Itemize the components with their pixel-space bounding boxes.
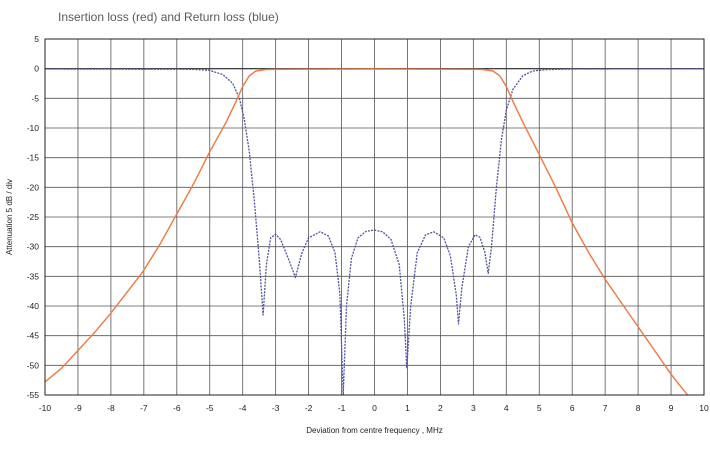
y-tick-label: -35 — [27, 271, 40, 281]
x-tick-label: -4 — [239, 403, 247, 413]
x-tick-label: 3 — [471, 403, 476, 413]
plot-frame — [44, 38, 705, 396]
y-tick-label: 0 — [34, 64, 39, 74]
x-tick-label: 8 — [636, 403, 641, 413]
y-tick-label: -45 — [27, 331, 40, 341]
x-tick-label: -9 — [74, 403, 82, 413]
return-loss-line — [44, 68, 705, 396]
y-tick-label: -20 — [27, 182, 40, 192]
x-tick-label: 0 — [372, 403, 377, 413]
insertion-loss-line — [44, 68, 689, 396]
x-tick-label: 2 — [438, 403, 443, 413]
x-tick-label: 1 — [405, 403, 410, 413]
x-tick-label: 5 — [537, 403, 542, 413]
y-tick-label: -15 — [27, 153, 40, 163]
y-tick-label: -10 — [27, 123, 40, 133]
y-tick-label: -25 — [27, 212, 40, 222]
y-tick-label: 5 — [34, 34, 39, 44]
y-tick-label: -55 — [27, 390, 40, 400]
x-tick-label: 6 — [570, 403, 575, 413]
x-tick-label: -8 — [107, 403, 115, 413]
y-tick-label: -50 — [27, 360, 40, 370]
x-tick-label: -6 — [173, 403, 181, 413]
x-tick-label: 7 — [603, 403, 608, 413]
y-tick-label: -5 — [31, 93, 39, 103]
x-tick-labels: -10 -9 -8 -7 -6 -5 -4 -3 -2 -1 0 1 2 3 4 5 6 7 8 9 10 — [39, 403, 709, 413]
x-tick-label: -3 — [272, 403, 280, 413]
x-tick-label: 9 — [669, 403, 674, 413]
y-tick-label: -30 — [27, 242, 40, 252]
series-group — [44, 68, 705, 396]
grid — [44, 38, 705, 396]
x-tick-label: 10 — [699, 403, 709, 413]
x-tick-label: -5 — [206, 403, 214, 413]
x-tick-label: -1 — [338, 403, 346, 413]
x-axis-label: Deviation from centre frequency , MHz — [306, 426, 443, 435]
x-tick-label: -10 — [39, 403, 52, 413]
x-tick-label: 4 — [504, 403, 509, 413]
y-tick-labels: 5 0 -5 -10 -15 -20 -25 -30 -35 -40 -45 -50 -55 — [27, 34, 40, 400]
y-axis-label: Attenuation 5 dB / div — [5, 179, 14, 255]
x-tick-label: -2 — [305, 403, 313, 413]
y-tick-label: -40 — [27, 301, 40, 311]
x-tick-label: -7 — [140, 403, 148, 413]
chart-title: Insertion loss (red) and Return loss (bl… — [58, 10, 279, 24]
